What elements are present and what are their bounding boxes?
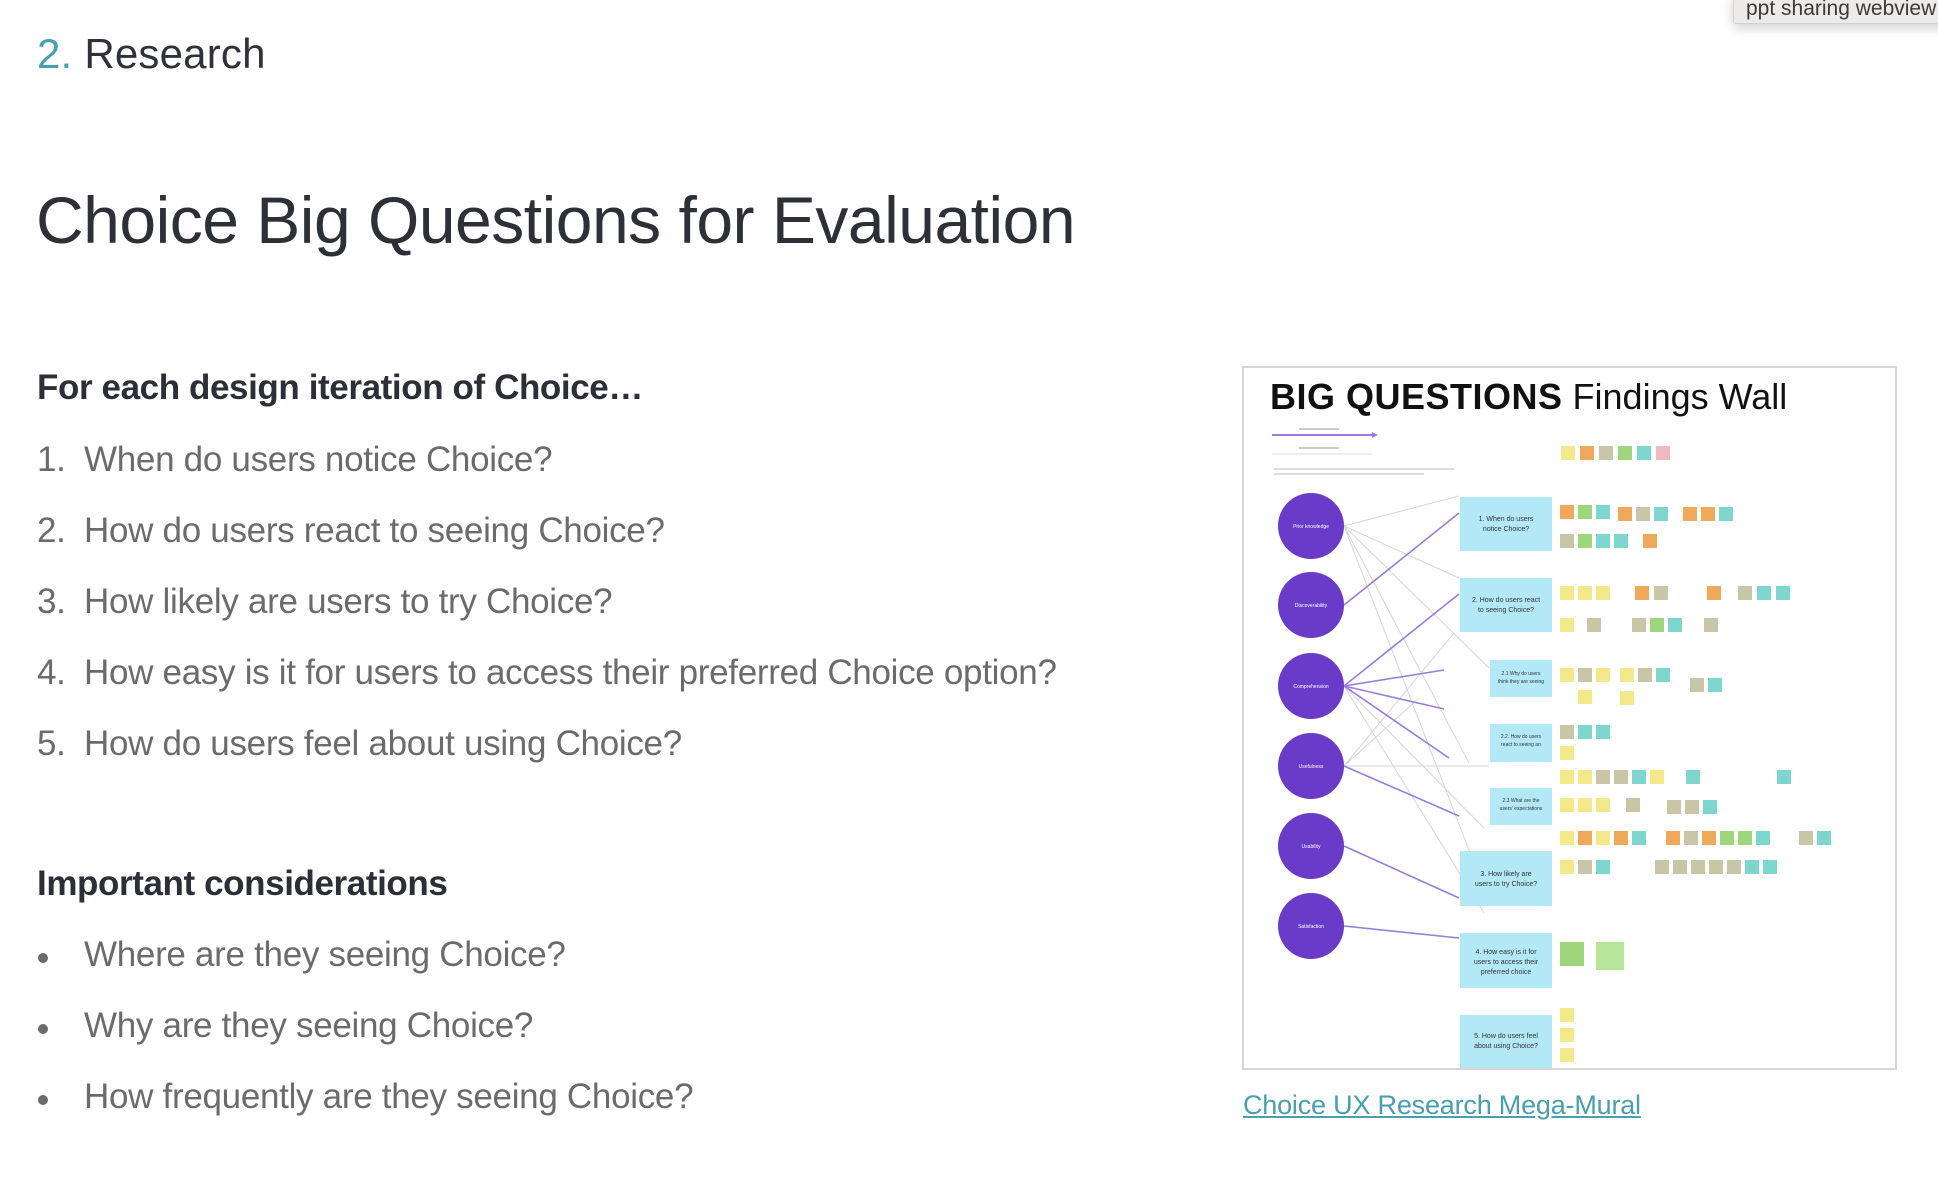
- considerations-list: Where are they seeing Choice? Why are th…: [37, 935, 694, 1148]
- list-item: Where are they seeing Choice?: [38, 935, 566, 974]
- svg-text:to seeing Choice?: to seeing Choice?: [1478, 607, 1534, 614]
- svg-text:react to seeing an: react to seeing an: [1501, 742, 1541, 748]
- svg-text:2.2. How do users: 2.2. How do users: [1501, 734, 1542, 740]
- page-title: Choice Big Questions for Evaluation: [36, 183, 1076, 257]
- list-item: 2. How do users react to seeing Choice?: [37, 511, 665, 550]
- theme-circle: [1278, 893, 1344, 959]
- list-item: 1. When do users notice Choice?: [37, 440, 553, 479]
- svg-text:Comprehension: Comprehension: [1293, 684, 1329, 690]
- findings-wall-image: BIG QUESTIONS Findings Wall: [1242, 366, 1897, 1070]
- svg-text:2.1 Why do users: 2.1 Why do users: [1502, 671, 1541, 677]
- svg-text:notice Choice?: notice Choice?: [1483, 526, 1529, 533]
- mega-mural-link[interactable]: Choice UX Research Mega-Mural: [1243, 1090, 1641, 1120]
- svg-text:Usability: Usability: [1302, 844, 1321, 850]
- list-item: 3. How likely are users to try Choice?: [37, 582, 613, 621]
- svg-text:users to access their: users to access their: [1474, 959, 1539, 966]
- questions-heading: For each design iteration of Choice…: [37, 368, 643, 407]
- svg-text:about using Choice?: about using Choice?: [1474, 1043, 1538, 1050]
- svg-text:Usefulness: Usefulness: [1299, 764, 1324, 770]
- svg-text:3. How likely are: 3. How likely are: [1480, 871, 1531, 878]
- findings-wall-title: BIG QUESTIONS Findings Wall: [1270, 376, 1788, 417]
- svg-text:2. How do users react: 2. How do users react: [1472, 597, 1540, 604]
- considerations-heading: Important considerations: [37, 864, 448, 903]
- theme-circle: [1278, 493, 1344, 559]
- list-item: How frequently are they seeing Choice?: [38, 1077, 694, 1116]
- section-label: 2. Research: [37, 30, 266, 78]
- findings-wall-diagram: Prior knowledge Discoverability Comprehe…: [1272, 428, 1831, 1068]
- svg-text:think they are seeing: think they are seeing: [1498, 679, 1544, 685]
- list-item: Why are they seeing Choice?: [38, 1006, 534, 1045]
- section-name: Research: [84, 30, 266, 77]
- svg-text:1. When do users: 1. When do users: [1479, 516, 1534, 523]
- svg-text:Prior knowledge: Prior knowledge: [1293, 524, 1329, 530]
- svg-text:preferred choice: preferred choice: [1481, 969, 1532, 976]
- section-number: 2.: [37, 30, 73, 77]
- theme-circle: [1278, 653, 1344, 719]
- svg-text:users' expectations: users' expectations: [1500, 806, 1543, 812]
- questions-list: 1. When do users notice Choice? 2. How do …: [37, 440, 1057, 795]
- theme-circle: [1278, 572, 1344, 638]
- theme-circle: [1278, 733, 1344, 799]
- svg-text:Satisfaction: Satisfaction: [1298, 924, 1324, 930]
- tooltip: ppt sharing webview: [1733, 0, 1938, 24]
- svg-text:5. How do users feel: 5. How do users feel: [1474, 1033, 1538, 1040]
- svg-text:Discoverability: Discoverability: [1295, 603, 1328, 609]
- list-item: 4. How easy is it for users to access the…: [37, 653, 1057, 692]
- svg-text:4. How easy is it for: 4. How easy is it for: [1475, 949, 1537, 956]
- svg-text:2.3 What are the: 2.3 What are the: [1503, 798, 1540, 804]
- svg-text:users to try Choice?: users to try Choice?: [1475, 881, 1537, 888]
- list-item: 5. How do users feel about using Choice?: [37, 724, 682, 763]
- theme-circle: [1278, 813, 1344, 879]
